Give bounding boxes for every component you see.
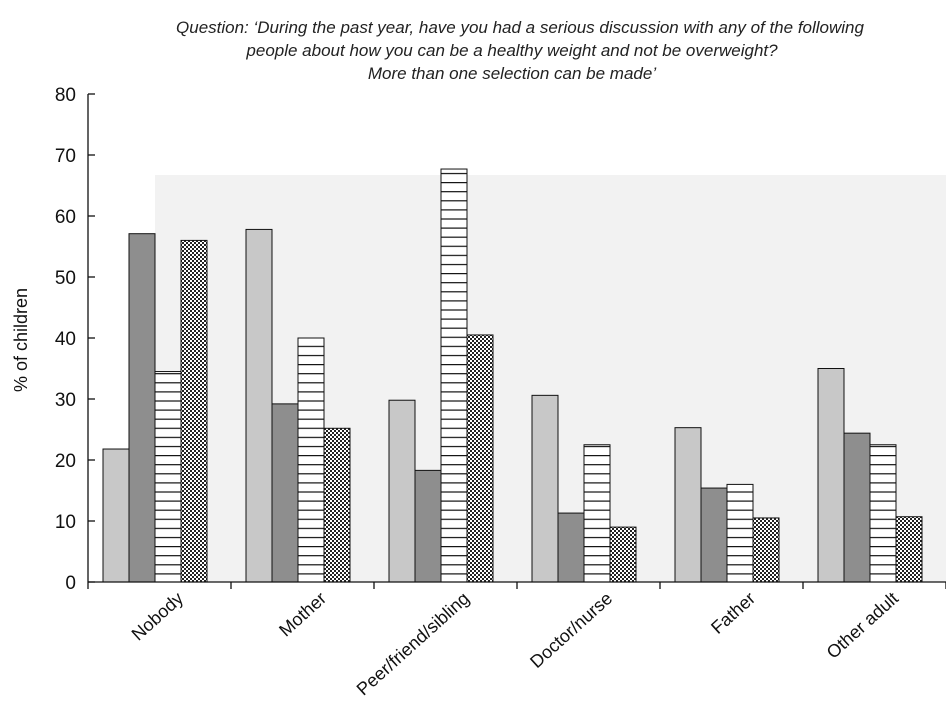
y-tick-label: 60 <box>55 207 76 228</box>
bar-father-s3 <box>726 483 754 583</box>
title-line-1: Question: ‘During the past year, have yo… <box>176 18 864 37</box>
y-tick-label: 40 <box>55 329 76 350</box>
bar-doctor-nurse-s1 <box>531 394 559 583</box>
x-tick-label: Peer/friend/sibling <box>353 588 473 699</box>
bar-other-adult-s2 <box>843 432 871 583</box>
bar-mother-s3 <box>297 337 325 583</box>
y-axis-label: % of children <box>11 288 31 392</box>
title-line-2: people about how you can be a healthy we… <box>245 41 778 60</box>
bar-other-adult-s1 <box>817 368 845 583</box>
bar-father-s2 <box>700 487 728 583</box>
y-tick-label: 80 <box>55 85 76 106</box>
bar-nobody-s2 <box>128 233 156 583</box>
title-line-3: More than one selection can be made’ <box>368 64 656 83</box>
bar-peer-friend-sibling-s2 <box>414 469 442 583</box>
bar-nobody-s4 <box>180 239 208 583</box>
bar-doctor-nurse-s4 <box>609 526 637 583</box>
bar-mother-s4 <box>323 427 351 583</box>
y-tick-label: 10 <box>55 512 76 533</box>
x-tick-label: Father <box>707 588 759 638</box>
bar-mother-s2 <box>271 403 299 583</box>
y-tick-label: 30 <box>55 390 76 411</box>
bar-mother-s1 <box>245 228 273 583</box>
bar-nobody-s3 <box>154 371 182 583</box>
y-tick-label: 50 <box>55 268 76 289</box>
bar-other-adult-s4 <box>895 516 923 583</box>
bar-father-s1 <box>674 427 702 583</box>
bar-nobody-s1 <box>102 448 130 583</box>
y-tick-label: 20 <box>55 451 76 472</box>
x-axis: Nobody Mother Peer/friend/sibling Doctor/nu… <box>87 581 946 699</box>
bars <box>102 168 923 583</box>
bar-doctor-nurse-s2 <box>557 512 585 583</box>
y-tick-label: 0 <box>65 573 76 594</box>
chart-title: Question: ‘During the past year, have yo… <box>176 18 864 83</box>
x-tick-label: Other adult <box>823 588 903 662</box>
y-tick-label: 70 <box>55 146 76 167</box>
x-tick-label: Doctor/nurse <box>526 588 616 672</box>
x-tick-label: Nobody <box>128 588 187 644</box>
bar-father-s4 <box>752 517 780 583</box>
bar-peer-friend-sibling-s4 <box>466 334 494 583</box>
bar-other-adult-s3 <box>869 444 897 583</box>
x-tick-label: Mother <box>275 588 330 640</box>
y-axis: 0 10 20 30 40 50 60 70 80 <box>55 85 95 594</box>
bar-doctor-nurse-s3 <box>583 444 611 583</box>
bar-peer-friend-sibling-s3 <box>440 168 468 583</box>
bar-peer-friend-sibling-s1 <box>388 399 416 583</box>
